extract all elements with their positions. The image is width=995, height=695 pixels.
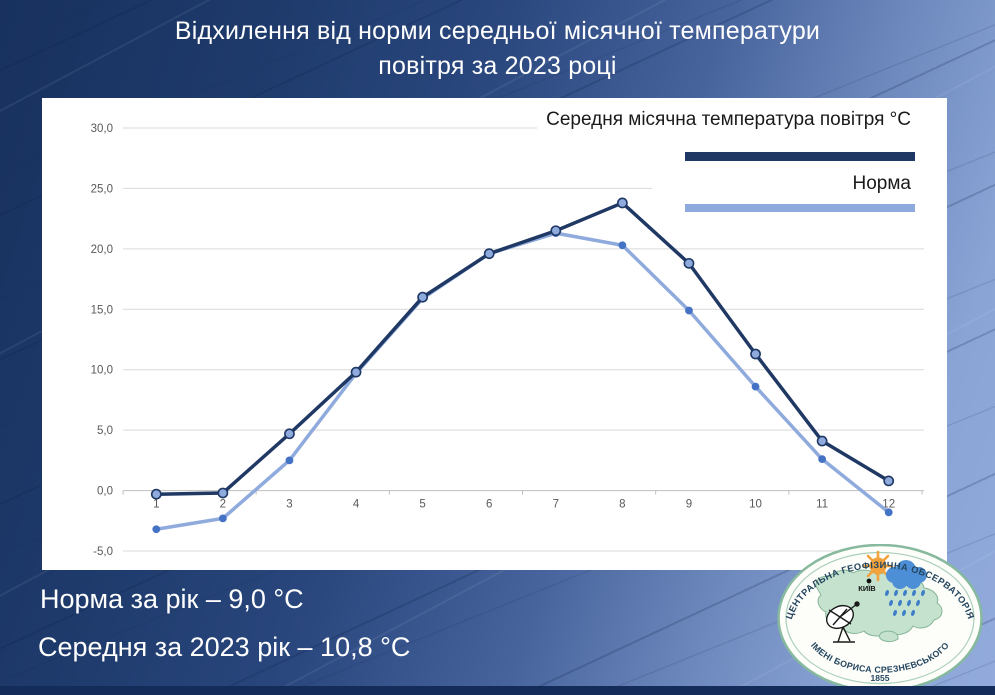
data-point-marker bbox=[618, 241, 627, 250]
sun-icon bbox=[862, 550, 894, 582]
y-tick-label: 15,0 bbox=[91, 304, 113, 316]
data-point-marker bbox=[483, 248, 495, 260]
x-tick-label: 5 bbox=[419, 499, 425, 511]
x-tick-label: 8 bbox=[619, 499, 625, 511]
kyiv-label: КИЇВ bbox=[858, 584, 876, 593]
data-point-marker bbox=[818, 455, 827, 464]
data-point-marker bbox=[616, 197, 628, 209]
observatory-logo: КИЇВ ЦЕНТРАЛЬНА ГЕОФІЗИЧНА ОБСЕРВАТОРІЯ … bbox=[777, 544, 983, 693]
x-tick-label: 11 bbox=[816, 499, 828, 511]
data-point-marker bbox=[550, 225, 562, 237]
data-point-marker bbox=[884, 508, 893, 517]
data-point-marker bbox=[150, 488, 162, 500]
legend-swatch-temperature bbox=[685, 152, 915, 161]
chart-panel: 30,0 25,0 20,0 15,0 10,0 5,0 0,0 -5,0 1 2 3 4 5 6 7 8 9 1… bbox=[42, 98, 947, 570]
x-tick-label: 1 bbox=[153, 499, 159, 511]
crimea-map bbox=[878, 630, 899, 643]
slide-title-line2: повітря за 2023 році bbox=[378, 52, 617, 80]
legend-swatch-norm bbox=[685, 204, 915, 212]
raindrops-icon bbox=[885, 589, 925, 617]
y-tick-label: 0,0 bbox=[97, 486, 113, 498]
rain-cloud-icon bbox=[886, 560, 927, 589]
data-point-marker bbox=[685, 306, 693, 315]
slide-title: Відхилення від норми середньої місячної … bbox=[0, 0, 995, 98]
kyiv-dot bbox=[866, 578, 872, 584]
annual-average-text: Середня за 2023 рік – 10,8 °C bbox=[38, 632, 411, 662]
x-tick-label: 4 bbox=[353, 499, 360, 511]
x-tick-label: 10 bbox=[749, 499, 762, 511]
data-point-marker bbox=[285, 456, 294, 465]
slide-title-line1: Відхилення від норми середньої місячної … bbox=[174, 17, 821, 45]
data-point-marker bbox=[751, 382, 760, 391]
logo-inner-ring bbox=[785, 551, 975, 685]
temperature-line-chart: 30,0 25,0 20,0 15,0 10,0 5,0 0,0 -5,0 1 2 3 4 5 6 7 8 9 1… bbox=[91, 113, 924, 558]
data-point-marker bbox=[750, 348, 761, 360]
data-point-marker bbox=[218, 514, 227, 523]
x-tick-label: 9 bbox=[686, 499, 692, 511]
data-point-marker bbox=[883, 475, 895, 487]
data-point-marker bbox=[417, 291, 429, 303]
data-point-marker bbox=[152, 525, 161, 534]
y-tick-label: 10,0 bbox=[91, 365, 113, 377]
y-tick-label: 20,0 bbox=[91, 244, 113, 256]
y-tick-label: 30,0 bbox=[91, 123, 113, 135]
bottom-accent-strip bbox=[0, 686, 995, 695]
data-point-marker bbox=[683, 257, 695, 269]
x-tick-label: 3 bbox=[286, 499, 292, 511]
data-point-marker bbox=[816, 435, 828, 447]
annual-norm-text: Норма за рік – 9,0 °C bbox=[40, 584, 304, 614]
x-tick-label: 2 bbox=[220, 499, 226, 511]
y-tick-label: 25,0 bbox=[91, 183, 113, 195]
x-tick-label: 7 bbox=[553, 499, 559, 511]
legend-label-norm: Норма bbox=[852, 173, 911, 194]
series-line-norm bbox=[154, 231, 891, 531]
legend-label-temperature: Середня місячна температура повітря °C bbox=[546, 109, 911, 130]
x-tick-label: 6 bbox=[486, 499, 492, 511]
data-point-marker bbox=[284, 428, 295, 440]
y-tick-label: 5,0 bbox=[97, 425, 113, 437]
data-point-marker bbox=[217, 487, 229, 499]
y-tick-label: -5,0 bbox=[93, 546, 113, 558]
data-point-marker bbox=[350, 366, 362, 378]
logo-year: 1855 bbox=[871, 673, 890, 683]
satellite-dish-icon bbox=[825, 601, 860, 643]
series-line-temperature bbox=[154, 201, 891, 496]
